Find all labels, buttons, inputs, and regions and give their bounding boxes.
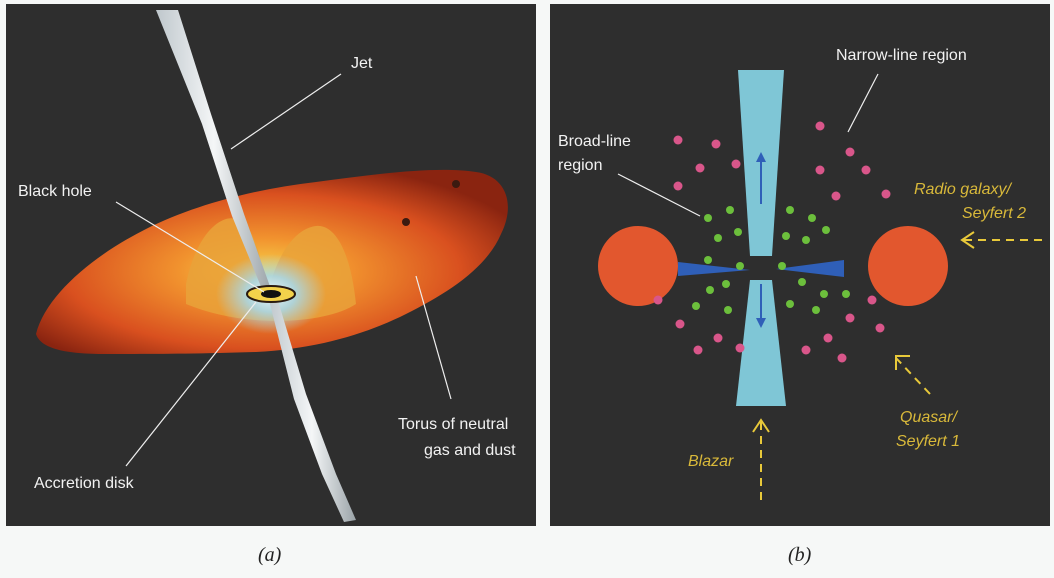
label-accretion-disk: Accretion disk	[34, 475, 135, 492]
label-quasar-line2: Seyfert 1	[896, 433, 960, 450]
label-jet: Jet	[351, 55, 373, 72]
jet-arrow-up-head	[756, 152, 766, 162]
disk-wedge-right	[776, 260, 844, 277]
quasar-arrow-head	[895, 355, 910, 370]
jet-arrow-down-head	[756, 318, 766, 328]
label-torus-line1: Torus of neutral	[398, 416, 508, 433]
label-radio-galaxy-line1: Radio galaxy/	[914, 181, 1013, 198]
caption-a: (a)	[258, 544, 282, 566]
jet-lower	[268, 294, 356, 522]
label-quasar-line1: Quasar/	[900, 409, 958, 426]
disk-wedge-left	[678, 262, 750, 276]
narrow-line-clouds	[653, 121, 891, 363]
radio-galaxy-arrow-head	[960, 231, 975, 249]
caption-b: (b)	[788, 544, 812, 566]
quasar-arrow	[895, 357, 931, 395]
label-torus-line2: gas and dust	[424, 442, 516, 459]
jet-leader-line	[230, 73, 342, 150]
black-hole-leader-line	[115, 201, 265, 293]
broad-line-leader-line	[617, 173, 701, 217]
label-narrow-line-region: Narrow-line region	[836, 47, 967, 64]
black-hole	[261, 290, 281, 298]
panel-b-unification-model: Narrow-line region Broad-line region Rad…	[550, 4, 1050, 526]
panel-b-drawing: Narrow-line region Broad-line region Rad…	[558, 47, 1042, 500]
jet-upper	[156, 10, 272, 294]
torus-left	[598, 226, 678, 306]
broad-line-clouds	[692, 206, 850, 314]
label-broad-line-line2: region	[558, 157, 602, 174]
torus-dark-spot	[452, 180, 460, 188]
label-blazar: Blazar	[688, 453, 734, 470]
panel-a-agn-illustration: Jet Black hole Accretion disk Torus of n…	[6, 4, 536, 526]
blazar-arrow-head	[752, 418, 770, 433]
torus-right	[868, 226, 948, 306]
torus-dark-spot	[402, 218, 410, 226]
label-black-hole: Black hole	[18, 183, 92, 200]
panel-a-drawing: Jet Black hole Accretion disk Torus of n…	[18, 10, 516, 522]
jet-cone-lower	[736, 280, 786, 406]
narrow-line-leader-line	[847, 73, 879, 133]
torus-leader-line	[415, 275, 452, 400]
accretion-leader-line	[125, 301, 257, 467]
label-broad-line-line1: Broad-line	[558, 133, 631, 150]
label-radio-galaxy-line2: Seyfert 2	[962, 205, 1026, 222]
